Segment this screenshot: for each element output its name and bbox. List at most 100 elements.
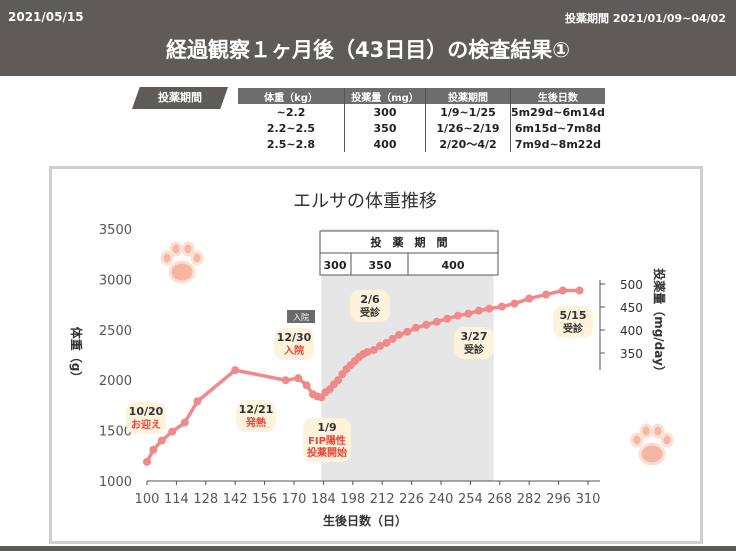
cell: 2/20～4/2 [425, 136, 511, 152]
col-dose: 投薬量（mg） [344, 88, 426, 104]
cell: 300 [344, 104, 426, 120]
data-point [334, 376, 343, 385]
callout-note: お迎え [131, 418, 161, 431]
x-tick-label: 142 [223, 492, 248, 507]
data-point [411, 323, 420, 332]
x-tick-label: 268 [487, 492, 512, 507]
callout-note: 受診 [360, 306, 381, 319]
y2-tick-label: 450 [620, 301, 643, 315]
cell: 2.2~2.5 [266, 121, 316, 135]
data-point [474, 306, 483, 315]
x-tick-label: 282 [517, 492, 542, 507]
x-tick-label: 254 [458, 492, 483, 507]
dose-box-value: 400 [442, 259, 465, 272]
data-point [302, 381, 311, 390]
callout-note: FIP陽性 [308, 434, 346, 447]
cell: 7m9d~8m22d [509, 136, 605, 152]
dose-table-header: 体重（kg） 投薬量（mg） 投薬期間 生後日数 [238, 88, 605, 104]
callout-note: 発熱 [245, 416, 266, 429]
data-point [376, 341, 385, 350]
x-tick-label: 240 [429, 492, 454, 507]
paw-icon [160, 241, 204, 284]
data-point [510, 299, 519, 308]
x-tick-label: 184 [311, 492, 336, 507]
table-row: 2.5~2.8 400 2/20～4/2 7m9d~8m22d [238, 136, 605, 152]
paw-icon [630, 423, 674, 466]
data-point [168, 427, 177, 436]
data-point [395, 330, 403, 339]
hospital-tag [287, 310, 315, 323]
data-point [464, 309, 473, 318]
data-point [542, 290, 550, 299]
data-point [369, 345, 378, 354]
y-tick-label: 1500 [99, 425, 132, 440]
callout-note: 投薬開始 [307, 446, 347, 459]
callout-note: 入院 [284, 344, 304, 357]
callout-date: 10/20 [129, 405, 164, 418]
data-point [180, 418, 189, 427]
dose-box-value: 350 [369, 259, 392, 272]
callout-bubble [350, 290, 390, 322]
hospital-tag-label: 入院 [293, 312, 309, 322]
data-point [403, 327, 412, 336]
callout-bubble [454, 327, 494, 359]
y2-axis-label: 投薬量（mg/day） [652, 268, 667, 378]
data-point [294, 374, 303, 383]
data-point [157, 436, 166, 445]
callout-bubble [274, 328, 314, 360]
cell: 1/26~2/19 [425, 120, 511, 136]
cell: 400 [344, 136, 426, 152]
data-point [149, 445, 158, 454]
callout-bubble [303, 418, 351, 462]
callout-bubble [126, 402, 166, 434]
data-point [432, 317, 441, 326]
dose-box-value: 300 [324, 259, 347, 272]
data-point [443, 314, 452, 323]
callout-date: 5/15 [560, 309, 587, 322]
dose-section-tag: 投薬期間 [132, 87, 228, 109]
x-tick-label: 128 [193, 492, 218, 507]
y2-tick-label: 500 [620, 278, 643, 292]
page-title: 経過観察１ヶ月後（43日目）の検査結果① [165, 38, 570, 62]
report-date: 2021/05/15 [8, 10, 84, 24]
dose-period: 投薬期間 2021/01/09~04/02 [565, 12, 726, 25]
cell: 6m15d~7m8d [509, 120, 605, 136]
cell: 5m29d~6m14d [509, 104, 605, 120]
x-tick-label: 310 [576, 492, 601, 507]
bottom-bar [0, 546, 736, 551]
data-point [422, 320, 431, 329]
x-tick-label: 212 [370, 492, 395, 507]
data-point [558, 286, 567, 295]
x-tick-label: 114 [164, 492, 189, 507]
data-point [382, 338, 391, 347]
callout-bubble [236, 400, 276, 432]
y-tick-label: 2500 [99, 324, 132, 339]
col-age: 生後日数 [509, 88, 605, 104]
cell: ~2.2 [276, 105, 306, 119]
x-tick-label: 100 [135, 492, 160, 507]
data-point [231, 366, 240, 375]
x-tick-label: 170 [282, 492, 307, 507]
callout-note: 受診 [563, 322, 584, 335]
data-point [281, 376, 290, 385]
x-axis-label: 生後日数（日） [323, 513, 407, 528]
x-tick-label: 198 [340, 492, 365, 507]
x-tick-label: 296 [546, 492, 571, 507]
data-point [193, 397, 202, 406]
cell: 1/9~1/25 [425, 104, 511, 120]
dose-box-header: 投 薬 期 間 [371, 235, 448, 249]
callout-date: 3/27 [461, 330, 488, 343]
col-weight: 体重（kg） [238, 88, 345, 104]
data-point [485, 304, 494, 313]
header-bar: 2021/05/15 投薬期間 2021/01/09~04/02 経過観察１ヶ月… [0, 0, 736, 76]
y2-tick-label: 350 [620, 347, 643, 361]
x-tick-label: 226 [399, 492, 424, 507]
y-axis-label: 体重（g） [69, 327, 84, 384]
x-tick-label: 156 [252, 492, 277, 507]
chart-title: エルサの体重推移 [293, 191, 437, 212]
cell: 2.5~2.8 [266, 137, 316, 151]
y-tick-label: 3000 [99, 273, 132, 288]
data-point [575, 286, 584, 295]
data-point [363, 347, 372, 356]
